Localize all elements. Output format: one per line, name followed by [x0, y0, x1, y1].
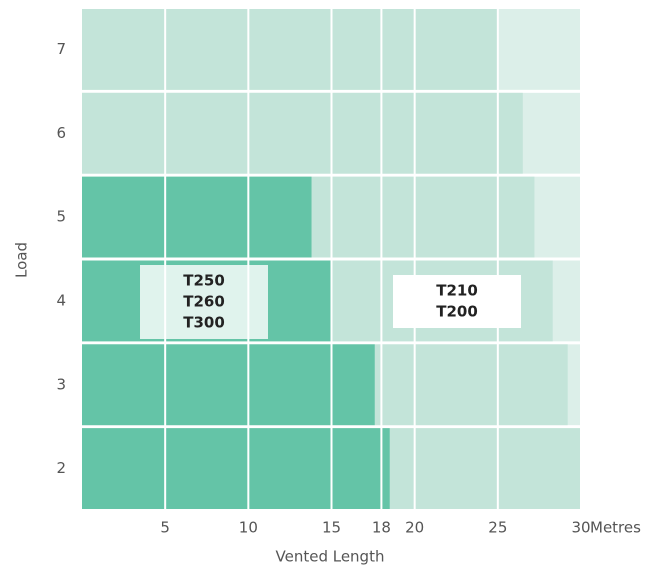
annotation-text: T260	[183, 293, 225, 311]
x-tick-label: 20	[405, 519, 424, 537]
y-tick-label: 2	[56, 459, 66, 477]
x-tick-label: 5	[160, 519, 170, 537]
y-tick-label: 7	[56, 40, 66, 58]
annotation-box	[140, 265, 268, 339]
annotation-text: T300	[183, 314, 225, 332]
x-tick-label: 10	[239, 519, 258, 537]
x-tick-label: 25	[488, 519, 507, 537]
y-tick-label: 4	[56, 291, 66, 309]
bar	[82, 92, 523, 174]
bar	[82, 9, 498, 90]
annotation-text: T200	[436, 303, 478, 321]
x-tick-label: 30	[571, 519, 590, 537]
bar	[82, 344, 375, 426]
bar	[82, 176, 312, 258]
x-axis-title: Vented Length	[276, 548, 385, 566]
y-tick-label: 5	[56, 208, 66, 226]
x-tick-label: 15	[322, 519, 341, 537]
y-tick-label: 6	[56, 124, 66, 142]
annotation-box	[393, 275, 521, 328]
y-axis-title: Load	[13, 242, 31, 278]
y-tick-label: 3	[56, 375, 66, 393]
bar	[82, 428, 390, 509]
x-unit-label: Metres	[590, 519, 641, 537]
annotation-text: T210	[436, 282, 478, 300]
x-tick-label: 18	[372, 519, 391, 537]
annotation-text: T250	[183, 272, 225, 290]
